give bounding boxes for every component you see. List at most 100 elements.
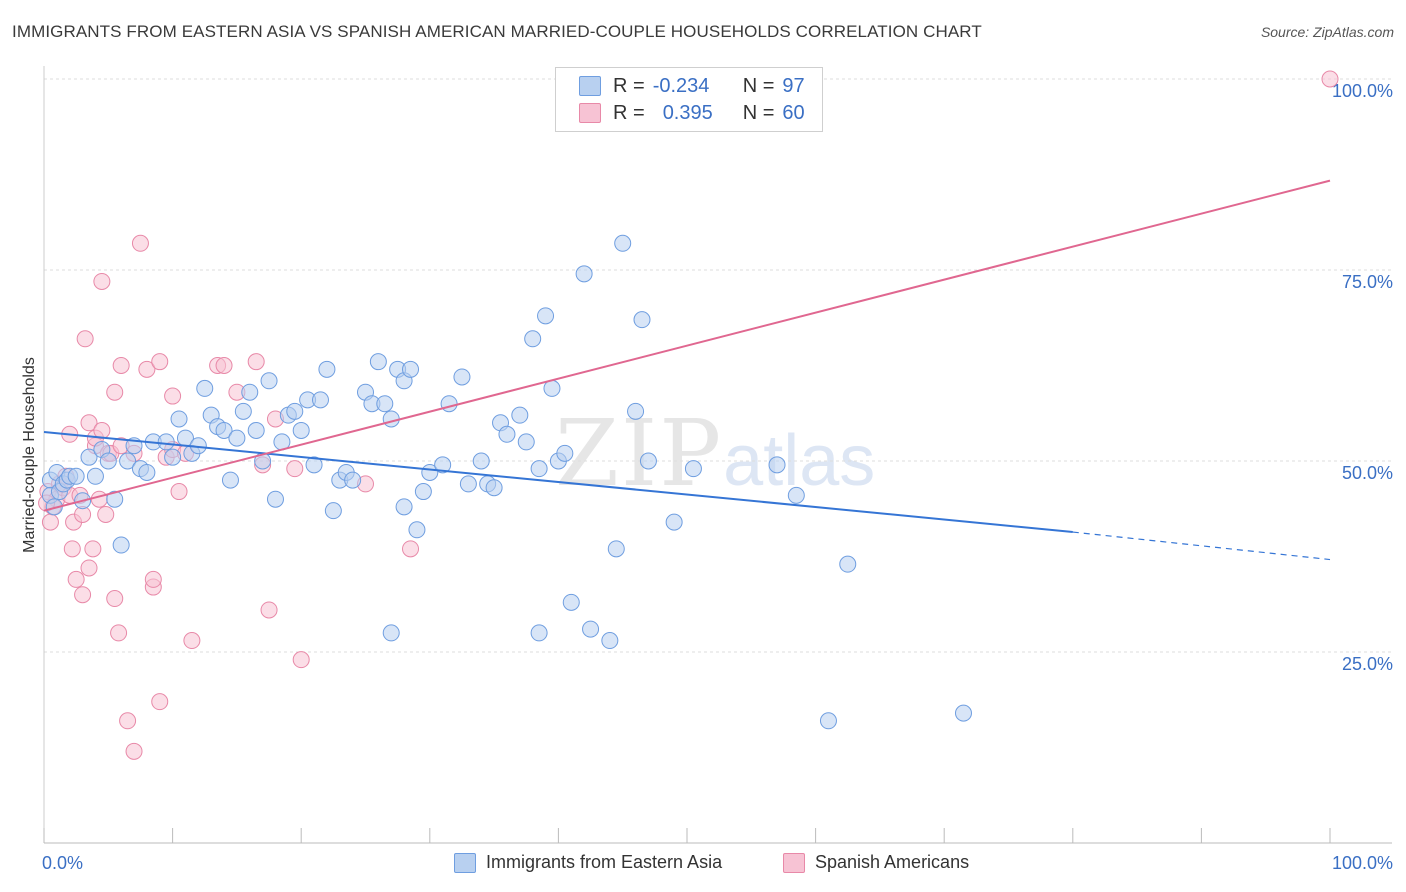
blue-point: [80, 448, 98, 466]
pink-point: [260, 601, 278, 619]
pink-point: [119, 712, 137, 730]
blue-point: [260, 372, 278, 390]
blue-point: [472, 452, 490, 470]
blue-point: [305, 456, 323, 474]
blue-point: [639, 452, 657, 470]
pink-point: [76, 330, 94, 348]
blue-point: [530, 460, 548, 478]
blue-point: [665, 513, 683, 531]
x-tick-label: 100.0%: [1332, 853, 1393, 873]
blue-point: [138, 463, 156, 481]
blue-point: [376, 395, 394, 413]
blue-point: [954, 704, 972, 722]
pink-point: [106, 590, 124, 608]
stats-legend: R = -0.234 N = 97 R = 0.395 N = 60: [555, 67, 823, 132]
pink-trend-line: [43, 179, 1331, 512]
pink-point: [106, 383, 124, 401]
n-value: 97: [782, 74, 805, 97]
blue-point: [241, 383, 259, 401]
pink-swatch: [579, 103, 601, 123]
pink-point: [151, 353, 169, 371]
blue-point: [601, 632, 619, 650]
blue-point: [247, 421, 265, 439]
blue-point: [119, 452, 137, 470]
blue-point: [112, 536, 130, 554]
blue-point: [524, 330, 542, 348]
blue-trend-line: [43, 430, 1073, 534]
r-label: R =: [613, 101, 645, 124]
blue-point: [440, 395, 458, 413]
pink-point: [93, 421, 111, 439]
blue-point: [402, 360, 420, 378]
blue-point: [157, 433, 175, 451]
blue-swatch: [454, 852, 476, 873]
r-value: -0.234: [652, 74, 710, 97]
blue-point: [614, 234, 632, 252]
blue-point: [67, 467, 85, 485]
blue-swatch: [579, 76, 601, 96]
y-tick-label: 75.0%: [1342, 272, 1393, 292]
legend-label: Spanish Americans: [815, 852, 970, 872]
blue-point: [562, 593, 580, 611]
pink-point: [402, 540, 420, 558]
pink-swatch: [783, 852, 805, 873]
pink-point: [1321, 70, 1339, 88]
blue-point: [607, 540, 625, 558]
pink-point: [80, 414, 98, 432]
pink-point: [151, 693, 169, 711]
blue-point: [511, 406, 529, 424]
blue-point: [582, 620, 600, 638]
pink-point: [93, 272, 111, 290]
pink-point: [286, 460, 304, 478]
blue-point: [318, 360, 336, 378]
blue-point: [221, 471, 239, 489]
x-tick-label: 0.0%: [42, 853, 83, 873]
blue-point: [292, 421, 310, 439]
blue-point: [543, 379, 561, 397]
blue-point: [768, 456, 786, 474]
blue-point: [408, 521, 426, 539]
y-tick-label: 50.0%: [1342, 463, 1393, 483]
pink-point: [90, 490, 108, 508]
source-note: Source: ZipAtlas.com: [1260, 24, 1394, 40]
blue-point: [530, 624, 548, 642]
blue-point: [556, 444, 574, 462]
series-legend: Immigrants from Eastern Asia Spanish Ame…: [0, 852, 1406, 878]
blue-point: [787, 486, 805, 504]
blue-point: [537, 307, 555, 325]
blue-point: [819, 712, 837, 730]
n-label: N =: [742, 101, 775, 124]
pink-point: [215, 357, 233, 374]
pink-point: [110, 624, 128, 642]
legend-row-pink: R = 0.395 N = 60: [579, 101, 805, 125]
blue-point: [839, 555, 857, 573]
n-value: 60: [782, 101, 805, 124]
legend-item-eastern-asia: Immigrants from Eastern Asia: [454, 852, 722, 873]
blue-point: [234, 402, 252, 420]
blue-point: [434, 456, 452, 474]
blue-point: [106, 490, 124, 508]
pink-point: [138, 360, 156, 378]
y-tick-label: 100.0%: [1332, 81, 1393, 101]
blue-point: [215, 421, 233, 439]
pink-point: [112, 357, 130, 374]
blue-point: [196, 379, 214, 397]
pink-point: [74, 586, 92, 604]
y-tick-label: 25.0%: [1342, 654, 1393, 674]
r-value: 0.395: [662, 101, 713, 124]
blue-point: [498, 425, 516, 443]
blue-point: [344, 471, 362, 489]
chart-title: IMMIGRANTS FROM EASTERN ASIA VS SPANISH …: [12, 22, 982, 41]
pink-point: [131, 234, 149, 252]
blue-point: [228, 429, 246, 447]
blue-point: [324, 502, 342, 520]
pink-point: [144, 570, 162, 588]
blue-point: [170, 410, 188, 428]
pink-point: [41, 513, 59, 531]
pink-point: [84, 540, 102, 558]
blue-point: [459, 475, 477, 493]
blue-point: [99, 452, 117, 470]
pink-point: [125, 742, 143, 760]
blue-point: [86, 467, 104, 485]
